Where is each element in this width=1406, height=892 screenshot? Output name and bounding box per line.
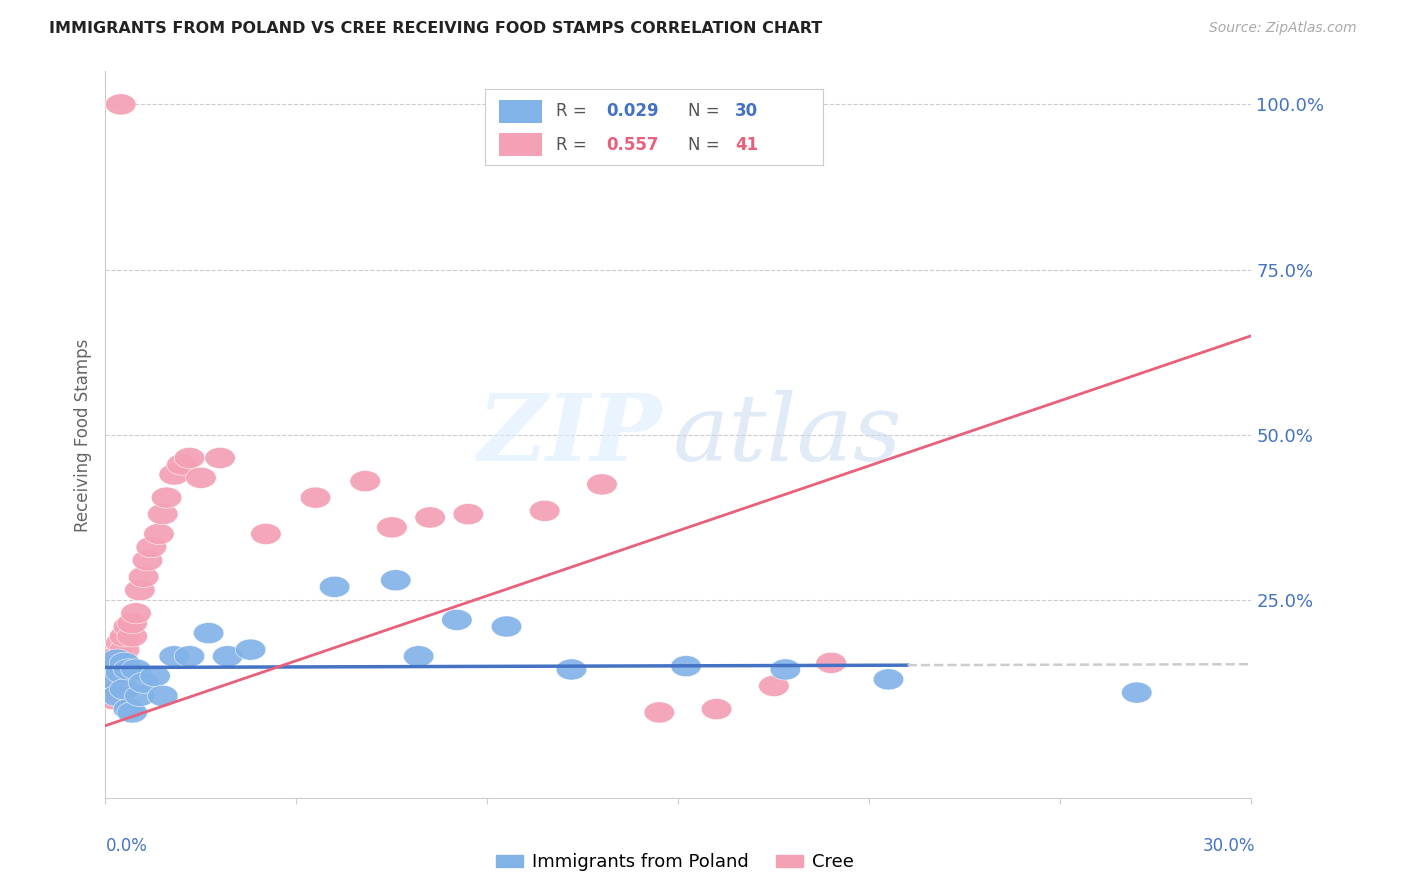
Ellipse shape (148, 504, 179, 524)
Ellipse shape (235, 639, 266, 660)
Ellipse shape (381, 570, 411, 591)
Ellipse shape (117, 702, 148, 723)
Ellipse shape (205, 448, 235, 468)
Ellipse shape (250, 524, 281, 544)
Text: atlas: atlas (672, 390, 903, 480)
Ellipse shape (101, 675, 132, 697)
Ellipse shape (586, 474, 617, 495)
Ellipse shape (193, 623, 224, 644)
Ellipse shape (770, 659, 800, 680)
Ellipse shape (148, 685, 179, 706)
Ellipse shape (815, 652, 846, 673)
Ellipse shape (174, 448, 205, 468)
Ellipse shape (415, 507, 446, 528)
Text: R =: R = (555, 103, 592, 120)
Ellipse shape (404, 646, 434, 667)
Ellipse shape (110, 679, 139, 700)
Ellipse shape (139, 665, 170, 687)
Ellipse shape (112, 659, 143, 680)
Text: Source: ZipAtlas.com: Source: ZipAtlas.com (1209, 21, 1357, 36)
Ellipse shape (110, 652, 139, 673)
Ellipse shape (125, 580, 155, 600)
Ellipse shape (98, 689, 128, 710)
Text: N =: N = (688, 103, 724, 120)
Ellipse shape (94, 679, 125, 700)
Ellipse shape (128, 672, 159, 693)
Text: N =: N = (688, 136, 724, 153)
Ellipse shape (212, 646, 243, 667)
Ellipse shape (121, 659, 152, 680)
Ellipse shape (94, 656, 125, 677)
Ellipse shape (110, 639, 139, 660)
Text: 0.029: 0.029 (606, 103, 659, 120)
Ellipse shape (671, 656, 702, 677)
Ellipse shape (1122, 682, 1152, 703)
Ellipse shape (453, 504, 484, 524)
Bar (499, 100, 543, 122)
Ellipse shape (112, 616, 143, 637)
Ellipse shape (319, 576, 350, 598)
Ellipse shape (759, 675, 789, 697)
Ellipse shape (301, 487, 330, 508)
Ellipse shape (186, 467, 217, 489)
Ellipse shape (110, 626, 139, 647)
Ellipse shape (377, 516, 408, 538)
Ellipse shape (94, 669, 125, 690)
Ellipse shape (557, 659, 586, 680)
Ellipse shape (166, 454, 197, 475)
Text: R =: R = (555, 136, 592, 153)
Ellipse shape (491, 616, 522, 637)
Ellipse shape (644, 702, 675, 723)
Ellipse shape (101, 679, 132, 700)
Text: ZIP: ZIP (477, 390, 661, 480)
Text: IMMIGRANTS FROM POLAND VS CREE RECEIVING FOOD STAMPS CORRELATION CHART: IMMIGRANTS FROM POLAND VS CREE RECEIVING… (49, 21, 823, 37)
Ellipse shape (105, 94, 136, 115)
Ellipse shape (105, 662, 136, 683)
Text: 30.0%: 30.0% (1204, 837, 1256, 855)
Legend: Immigrants from Poland, Cree: Immigrants from Poland, Cree (489, 847, 860, 879)
Ellipse shape (101, 649, 132, 670)
Text: 30: 30 (735, 103, 758, 120)
Ellipse shape (128, 566, 159, 588)
Ellipse shape (101, 685, 132, 706)
Ellipse shape (152, 487, 181, 508)
Ellipse shape (105, 665, 136, 687)
Ellipse shape (117, 626, 148, 647)
Text: 41: 41 (735, 136, 758, 153)
Ellipse shape (873, 669, 904, 690)
Text: 0.0%: 0.0% (105, 837, 148, 855)
Ellipse shape (136, 537, 166, 558)
Ellipse shape (441, 609, 472, 631)
Y-axis label: Receiving Food Stamps: Receiving Food Stamps (75, 338, 93, 532)
Ellipse shape (143, 524, 174, 544)
Ellipse shape (350, 471, 381, 491)
Ellipse shape (110, 652, 139, 673)
Ellipse shape (121, 603, 152, 624)
Ellipse shape (112, 698, 143, 720)
Ellipse shape (117, 613, 148, 634)
Bar (499, 133, 543, 156)
Text: 0.557: 0.557 (606, 136, 659, 153)
Ellipse shape (702, 698, 733, 720)
Ellipse shape (101, 646, 132, 667)
Ellipse shape (98, 669, 128, 690)
Ellipse shape (530, 500, 560, 522)
Ellipse shape (174, 646, 205, 667)
Ellipse shape (98, 652, 128, 673)
Ellipse shape (105, 632, 136, 654)
Ellipse shape (132, 549, 163, 571)
Ellipse shape (159, 646, 190, 667)
Ellipse shape (159, 464, 190, 485)
Ellipse shape (125, 685, 155, 706)
